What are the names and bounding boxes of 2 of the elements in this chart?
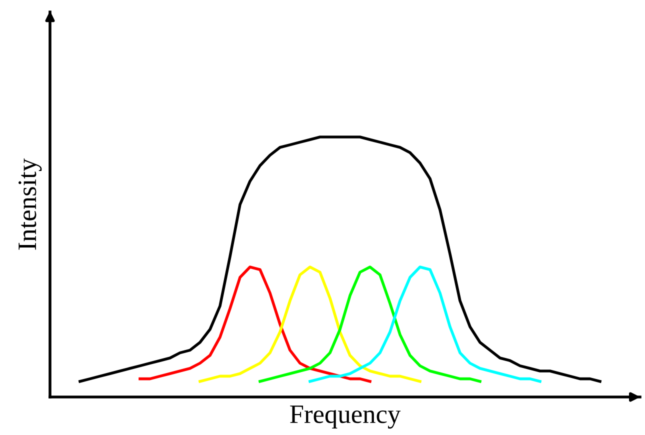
x-axis-title: Frequency	[290, 406, 401, 429]
y-axis-title: Intensity	[18, 158, 42, 250]
